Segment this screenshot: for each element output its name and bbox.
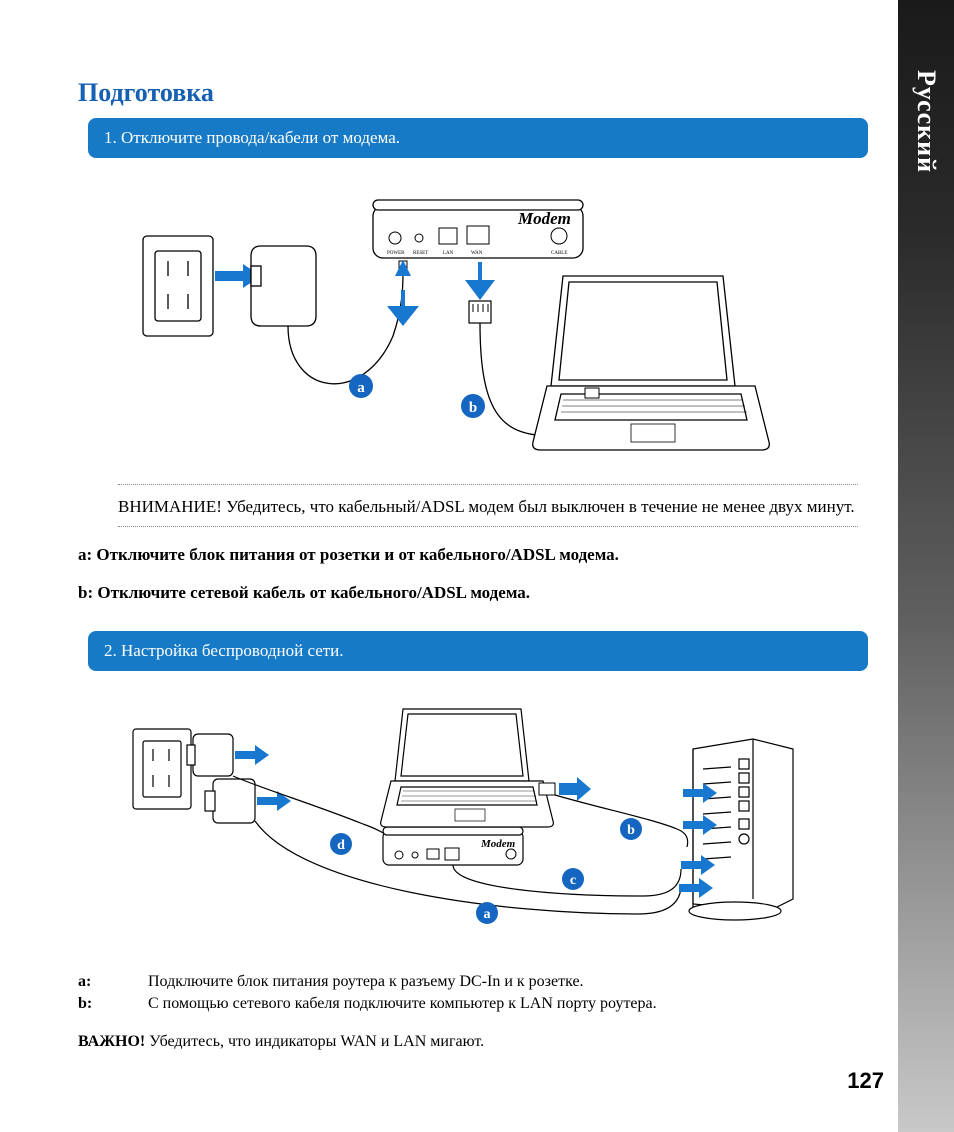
page-content: Подготовка 1. Отключите провода/кабели о… <box>78 78 868 1051</box>
language-side-tab: Русский <box>898 0 954 1132</box>
arrow-icon <box>257 791 291 811</box>
important-label: ВАЖНО! <box>78 1033 145 1050</box>
legend-value: Подключите блок питания роутера к разъем… <box>148 973 868 991</box>
legend-key: a: <box>78 973 148 991</box>
callout-a2: a <box>484 907 491 922</box>
divider <box>118 526 858 527</box>
important-note: ВАЖНО! Убедитесь, что индикаторы WAN и L… <box>78 1033 868 1051</box>
callout-d: d <box>337 838 345 853</box>
callout-c: c <box>570 873 576 888</box>
legend-value: С помощью сетевого кабеля подключите ком… <box>148 995 868 1013</box>
legend-key: b: <box>78 995 148 1013</box>
page-heading: Подготовка <box>78 78 868 108</box>
modem-label-2: Modem <box>480 838 516 850</box>
step2-diagram: Modem <box>78 689 868 959</box>
callout-a: a <box>357 380 365 396</box>
important-text: Убедитесь, что индикаторы WAN и LAN мига… <box>149 1033 484 1050</box>
page-number: 127 <box>847 1068 884 1094</box>
step1-legend-a: a: Отключите блок питания от розетки и о… <box>78 545 868 565</box>
svg-text:CABLE: CABLE <box>551 251 567 256</box>
modem-label: Modem <box>517 209 571 228</box>
callout-b: b <box>469 400 477 416</box>
step1-note: ВНИМАНИЕ! Убедитесь, что кабельный/ADSL … <box>118 495 858 520</box>
svg-text:WAN: WAN <box>471 251 483 256</box>
step2-bar: 2. Настройка беспроводной сети. <box>88 631 868 671</box>
svg-text:POWER: POWER <box>387 251 405 256</box>
step1-bar: 1. Отключите провода/кабели от модема. <box>88 118 868 158</box>
divider <box>118 484 858 485</box>
svg-text:LAN: LAN <box>443 251 454 256</box>
svg-text:RESET: RESET <box>413 251 428 256</box>
arrow-icon <box>235 745 269 765</box>
step1-diagram: Modem POWER RESET LAN WAN CABLE <box>78 176 868 476</box>
language-label: Русский <box>911 70 941 173</box>
step1-legend-b: b: Отключите сетевой кабель от кабельног… <box>78 583 868 603</box>
step2-legend: a: Подключите блок питания роутера к раз… <box>78 973 868 1013</box>
callout-b2: b <box>627 823 635 838</box>
